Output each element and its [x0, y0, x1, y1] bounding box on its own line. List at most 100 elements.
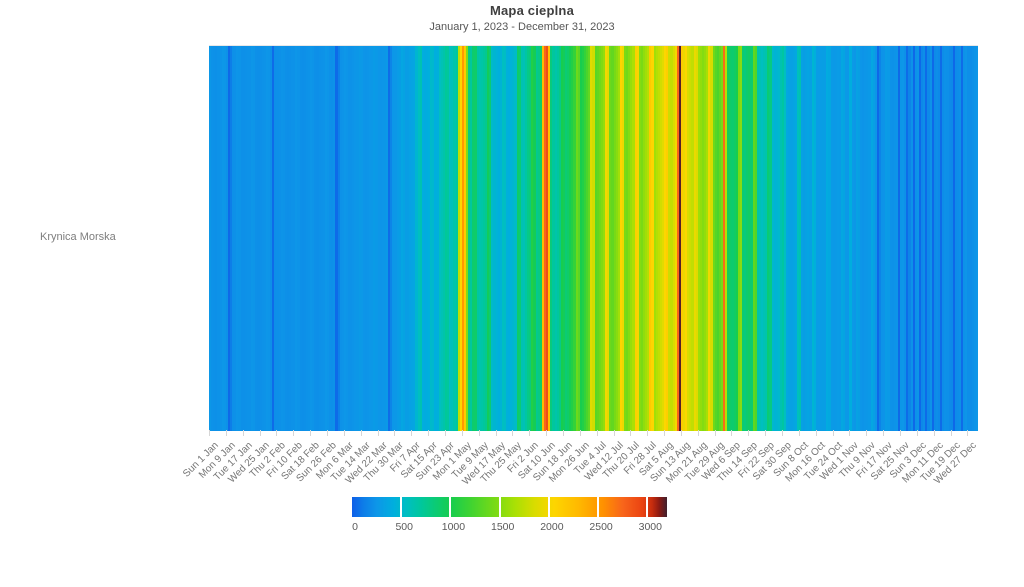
heatmap-cell[interactable]	[750, 46, 754, 431]
heatmap-cell[interactable]	[240, 46, 244, 431]
heatmap-cell[interactable]	[466, 46, 469, 431]
heatmap-cell[interactable]	[872, 46, 876, 431]
heatmap-cell[interactable]	[276, 46, 280, 431]
heatmap-cell[interactable]	[506, 46, 509, 431]
heatmap-cell[interactable]	[868, 46, 872, 431]
heatmap-cell[interactable]	[213, 46, 216, 431]
heatmap-cell[interactable]	[360, 46, 364, 431]
heatmap-cell[interactable]	[784, 46, 787, 431]
heatmap-cell[interactable]	[394, 46, 398, 431]
heatmap-cell[interactable]	[514, 46, 518, 431]
heatmap-cell[interactable]	[729, 46, 733, 431]
heatmap-cell[interactable]	[459, 46, 463, 431]
heatmap-cell[interactable]	[643, 46, 646, 431]
heatmap-cell[interactable]	[731, 46, 735, 431]
heatmap-cell[interactable]	[809, 46, 813, 431]
heatmap-cell[interactable]	[832, 46, 836, 431]
heatmap-cell[interactable]	[878, 46, 882, 431]
heatmap-cell[interactable]	[350, 46, 353, 431]
heatmap-cell[interactable]	[541, 46, 545, 431]
heatmap-cell[interactable]	[807, 46, 811, 431]
heatmap-cell[interactable]	[937, 46, 941, 431]
heatmap-cell[interactable]	[581, 46, 585, 431]
heatmap-cell[interactable]	[632, 46, 636, 431]
heatmap-cell[interactable]	[676, 46, 680, 431]
heatmap-cell[interactable]	[556, 46, 560, 431]
heatmap-cell[interactable]	[411, 46, 414, 431]
heatmap-cell[interactable]	[862, 46, 865, 431]
heatmap-cell[interactable]	[841, 46, 844, 431]
heatmap-cell[interactable]	[221, 46, 225, 431]
heatmap-cell[interactable]	[434, 46, 438, 431]
heatmap-cell[interactable]	[748, 46, 752, 431]
heatmap-cell[interactable]	[527, 46, 530, 431]
heatmap-cell[interactable]	[971, 46, 975, 431]
heatmap-cell[interactable]	[636, 46, 640, 431]
heatmap-cell[interactable]	[828, 46, 832, 431]
heatmap-cell[interactable]	[348, 46, 351, 431]
heatmap-cell[interactable]	[895, 46, 899, 431]
heatmap-cell[interactable]	[491, 46, 495, 431]
heatmap-cell[interactable]	[225, 46, 229, 431]
heatmap-cell[interactable]	[249, 46, 252, 431]
heatmap-cell[interactable]	[383, 46, 387, 431]
heatmap-cell[interactable]	[297, 46, 301, 431]
heatmap-cell[interactable]	[390, 46, 393, 431]
heatmap-cell[interactable]	[209, 46, 212, 431]
heatmap-cell[interactable]	[779, 46, 783, 431]
heatmap-cell[interactable]	[798, 46, 802, 431]
heatmap-cell[interactable]	[771, 46, 775, 431]
heatmap-cell[interactable]	[567, 46, 570, 431]
heatmap-cell[interactable]	[866, 46, 870, 431]
heatmap-cell[interactable]	[746, 46, 749, 431]
heatmap-cell[interactable]	[453, 46, 457, 431]
heatmap-cell[interactable]	[640, 46, 644, 431]
heatmap-cell[interactable]	[537, 46, 541, 431]
heatmap-cell[interactable]	[400, 46, 404, 431]
heatmap-cell[interactable]	[299, 46, 303, 431]
heatmap-cell[interactable]	[716, 46, 720, 431]
heatmap-cell[interactable]	[520, 46, 524, 431]
heatmap-cell[interactable]	[489, 46, 492, 431]
heatmap-cell[interactable]	[548, 46, 551, 431]
heatmap-cell[interactable]	[310, 46, 313, 431]
heatmap-cell[interactable]	[680, 46, 684, 431]
heatmap-cell[interactable]	[902, 46, 905, 431]
heatmap-cell[interactable]	[512, 46, 516, 431]
heatmap-cell[interactable]	[322, 46, 326, 431]
heatmap-cell[interactable]	[516, 46, 520, 431]
heatmap-cell[interactable]	[303, 46, 307, 431]
heatmap-cell[interactable]	[217, 46, 221, 431]
heatmap-cell[interactable]	[849, 46, 853, 431]
heatmap-cell[interactable]	[280, 46, 284, 431]
heatmap-cell[interactable]	[742, 46, 745, 431]
heatmap-cell[interactable]	[683, 46, 686, 431]
heatmap-cell[interactable]	[503, 46, 507, 431]
heatmap-cell[interactable]	[767, 46, 771, 431]
heatmap-cell[interactable]	[558, 46, 562, 431]
heatmap-cell[interactable]	[278, 46, 282, 431]
heatmap-cell[interactable]	[946, 46, 950, 431]
heatmap-cell[interactable]	[609, 46, 612, 431]
heatmap-cell[interactable]	[562, 46, 566, 431]
heatmap-cell[interactable]	[308, 46, 311, 431]
heatmap-cell[interactable]	[440, 46, 444, 431]
heatmap-cell[interactable]	[230, 46, 233, 431]
heatmap-cell[interactable]	[272, 46, 275, 431]
heatmap-cell[interactable]	[470, 46, 473, 431]
heatmap-cell[interactable]	[921, 46, 924, 431]
heatmap-cell[interactable]	[444, 46, 448, 431]
heatmap-cell[interactable]	[326, 46, 330, 431]
heatmap-cell[interactable]	[925, 46, 929, 431]
heatmap-cell[interactable]	[289, 46, 292, 431]
heatmap-cell[interactable]	[630, 46, 634, 431]
heatmap-cell[interactable]	[891, 46, 895, 431]
heatmap-cell[interactable]	[270, 46, 273, 431]
heatmap-cell[interactable]	[267, 46, 271, 431]
heatmap-cell[interactable]	[664, 46, 667, 431]
heatmap-cell[interactable]	[845, 46, 848, 431]
heatmap-cell[interactable]	[756, 46, 760, 431]
heatmap-cell[interactable]	[817, 46, 821, 431]
heatmap-cell[interactable]	[975, 46, 978, 431]
heatmap-cell[interactable]	[935, 46, 939, 431]
